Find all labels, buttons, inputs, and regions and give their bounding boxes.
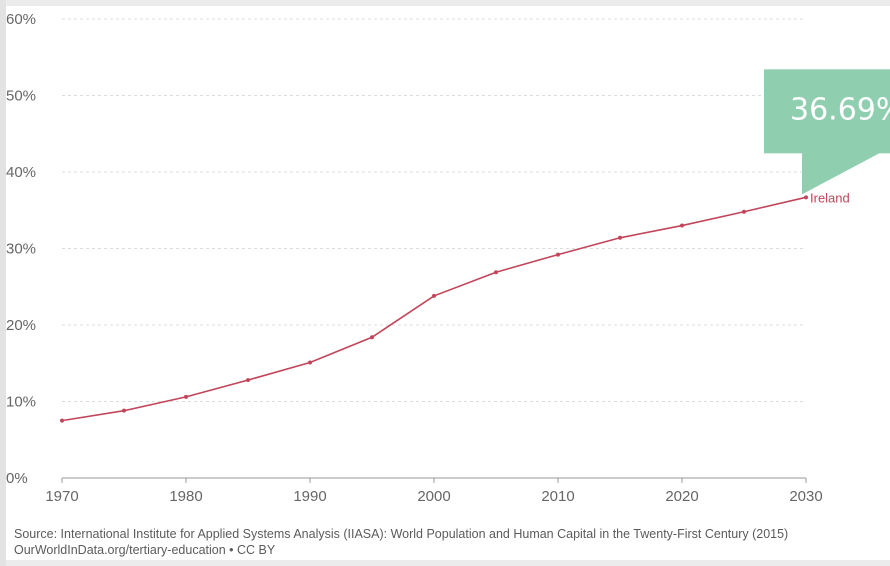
data-point [804,195,808,200]
x-tick-label: 2000 [417,488,450,505]
x-tick-label: 2030 [789,488,822,505]
data-point [432,293,436,298]
chart-panel: 0% 10% 20% 30% 40% 50% 60% 1970 1980 1990 2000 2010… [6,6,890,560]
data-point [184,394,188,399]
y-tick-label: 10% [6,394,36,411]
series-line-ireland [61,196,807,422]
data-point [556,252,560,257]
background-stripe [0,0,6,566]
callout-value: 36.69% [790,92,890,127]
x-tick-label: 1970 [45,488,78,505]
data-point [246,378,250,383]
callout-box [764,69,890,154]
y-tick-label: 40% [6,164,36,181]
data-point [308,360,312,365]
x-tick-label: 1980 [169,488,202,505]
data-point [680,223,684,228]
y-tick-label: 60% [6,11,36,28]
credit-link[interactable]: OurWorldInData.org/tertiary-education • … [14,543,276,557]
data-point [370,335,374,340]
x-tick-label: 2020 [665,488,698,505]
data-point [122,408,126,413]
y-tick-label: 30% [6,241,36,258]
y-tick-label: 20% [6,317,36,334]
line-chart: 0% 10% 20% 30% 40% 50% 60% 1970 1980 1990 2000 2010… [6,11,890,505]
y-tick-label: 50% [6,88,36,105]
y-tick-label: 0% [6,470,28,487]
data-point [742,209,746,214]
data-point [60,418,64,423]
callout-pointer [802,152,881,195]
data-point [618,235,622,240]
series-label: Ireland [810,190,850,205]
source-note: Source: International Institute for Appl… [14,527,789,541]
data-point [494,270,498,275]
x-tick-label: 2010 [541,488,574,505]
x-tick-label: 1990 [293,488,326,505]
chart-footer: Source: International Institute for Appl… [14,526,788,558]
